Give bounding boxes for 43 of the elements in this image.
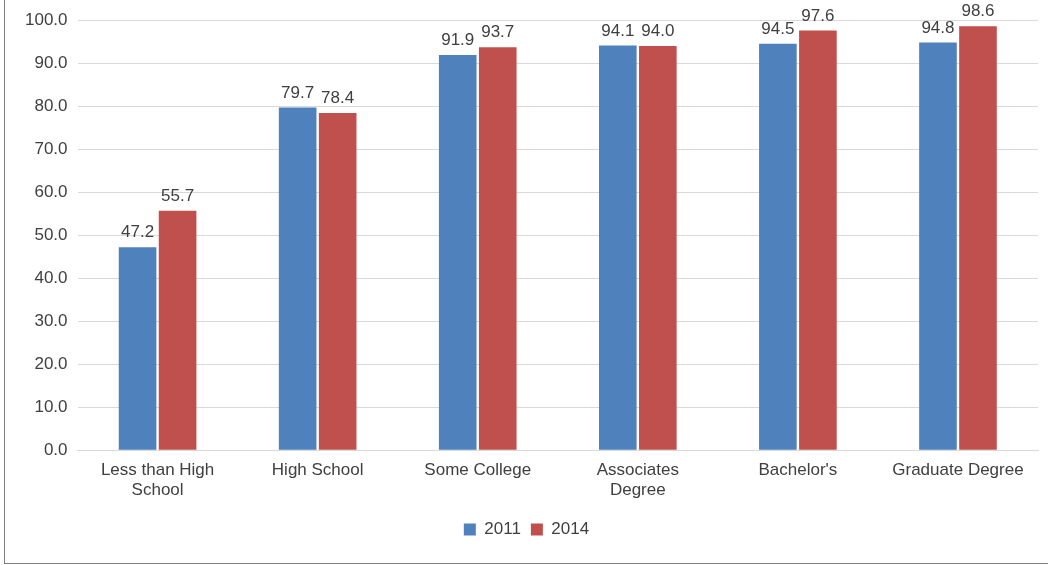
bar [438,55,477,450]
data-label: 93.7 [481,22,515,42]
bar [639,46,677,450]
y-tick-label: 50.0 [34,224,68,244]
data-label: 91.9 [441,30,475,50]
data-label: 98.6 [961,1,995,21]
bar [278,107,317,450]
x-tick-label: Less than High School [100,460,215,500]
bar [478,47,517,450]
bar [118,247,157,450]
y-tick-label: 10.0 [34,396,68,416]
bar [759,43,797,450]
data-label: 97.6 [801,5,835,25]
data-label: 94.8 [921,17,955,37]
data-label: 94.5 [761,19,795,39]
data-label: 79.7 [281,82,315,102]
bar [158,210,197,450]
x-tick-label: Graduate Degree [892,460,1024,480]
bar [799,30,837,450]
x-tick-label: Bachelor's [758,460,838,480]
y-tick-label: 70.0 [34,138,68,158]
y-tick-label: 80.0 [34,95,68,115]
x-tick-label: High School [271,460,364,480]
y-tick-label: 20.0 [34,353,68,373]
bar [959,26,997,450]
data-label: 55.7 [161,185,195,205]
bar [318,113,357,450]
y-tick-label: 100.0 [24,9,68,29]
x-tick-label: Associates Degree [596,460,679,500]
y-tick-label: 30.0 [34,310,68,330]
data-label: 78.4 [321,88,355,108]
x-tick-label: Some College [424,460,532,480]
y-tick-label: 0.0 [43,439,68,459]
data-label: 47.2 [121,222,155,242]
legend-label: 2014 [551,519,590,539]
y-tick-label: 60.0 [34,181,68,201]
data-label: 94.1 [601,20,635,40]
y-tick-label: 40.0 [34,267,68,287]
y-tick-label: 90.0 [34,52,68,72]
legend-label: 2011 [484,519,521,539]
bar [598,45,637,450]
data-label: 94.0 [641,21,675,41]
bar [919,42,957,450]
